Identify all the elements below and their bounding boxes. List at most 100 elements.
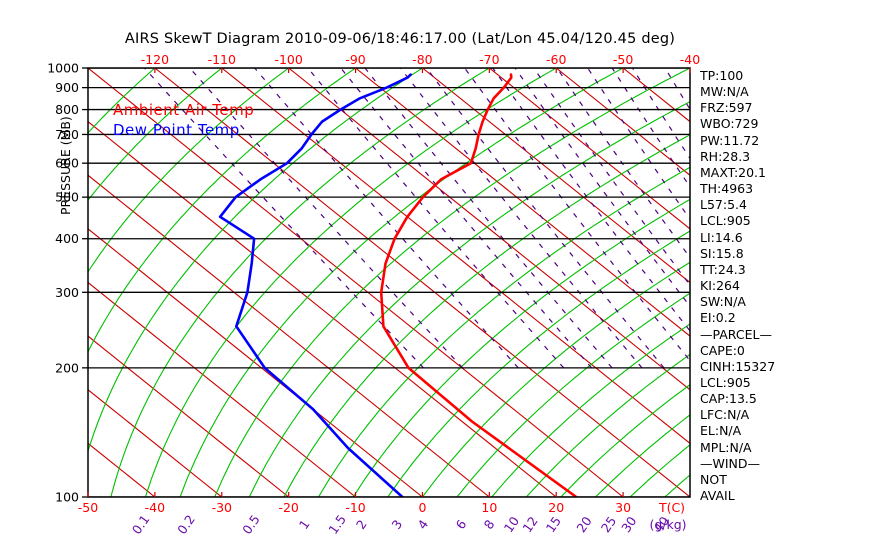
dry-adiabat-line: [88, 68, 423, 453]
stat-item: —WIND—: [700, 455, 761, 471]
dry-adiabat-line: [88, 68, 223, 202]
top-temp-tick-label: -90: [345, 52, 365, 67]
dry-adiabat-line: [88, 68, 290, 273]
x-axis-unit-label: T(C): [658, 500, 685, 515]
dry-adiabat-line: [0, 68, 21, 497]
dry-adiabat-line: [88, 68, 356, 353]
mixing-ratio-tick-label: 8: [481, 517, 498, 532]
bottom-temp-tick-label: -10: [345, 500, 365, 515]
stat-item: MAXT:20.1: [700, 164, 766, 180]
mixing-ratio-tick-label: 15: [543, 514, 564, 536]
dry-adiabat-line: [110, 68, 490, 497]
mixing-ratio-line: [464, 68, 690, 362]
mixing-ratio-tick-label: 30: [618, 514, 639, 536]
stat-item: LCL:905: [700, 213, 751, 229]
stat-item: CAP:13.5: [700, 391, 757, 407]
top-temp-tick-label: -40: [680, 52, 700, 67]
pressure-tick-label: 600: [55, 156, 79, 171]
isotherm-line: [488, 68, 690, 230]
isotherm-line: [88, 335, 290, 497]
stat-item: SI:15.8: [700, 245, 744, 261]
stat-item: WBO:729: [700, 116, 759, 132]
isotherm-line: [154, 68, 690, 497]
isotherm-line: [88, 68, 624, 497]
isotherm-line: [88, 120, 557, 497]
isotherm-line: [88, 281, 356, 497]
stat-item: LFC:N/A: [700, 407, 750, 423]
bottom-temp-tick-label: 20: [548, 500, 564, 515]
top-temp-tick-label: -80: [412, 52, 432, 67]
legend-ambient-air-temp: Ambient Air Temp: [113, 101, 255, 119]
dry-adiabat-line: [283, 134, 690, 497]
bottom-temp-tick-label: 10: [481, 500, 497, 515]
mixing-ratio-line: [426, 68, 665, 369]
mixing-ratio-tick-label: 6: [453, 517, 470, 532]
dry-adiabat-line: [456, 292, 690, 497]
bottom-temp-tick-label: -50: [78, 500, 98, 515]
mixing-ratio-tick-label: 1.5: [325, 512, 349, 537]
bottom-temp-tick-label: 0: [418, 500, 426, 515]
y-axis-label: PRESSURE (MB): [58, 116, 73, 215]
dry-adiabat-line: [248, 101, 690, 497]
mixing-ratio-line: [492, 68, 690, 332]
dry-adiabat-line: [214, 68, 690, 497]
stat-item: TT:24.3: [700, 261, 746, 277]
dry-adiabat-line: [318, 166, 690, 497]
mixing-ratio-tick-label: 1: [296, 517, 313, 532]
mixing-ratio-tick-label: 0.5: [239, 512, 263, 537]
top-temp-tick-label: -120: [141, 52, 169, 67]
isotherm-line: [88, 174, 490, 497]
mixing-ratio-line: [364, 68, 613, 369]
stat-item: MW:N/A: [700, 84, 749, 100]
top-temp-tick-label: -60: [546, 52, 566, 67]
mixing-ratio-unit-label: (g/kg): [649, 517, 686, 532]
top-temp-tick-label: -50: [613, 52, 633, 67]
isotherm-line: [288, 68, 690, 391]
stat-item: PW:11.72: [700, 132, 760, 148]
mixing-ratio-tick-label: 3: [388, 517, 405, 532]
pressure-tick-label: 900: [55, 80, 79, 95]
mixing-ratio-tick-label: 4: [414, 517, 431, 532]
pressure-tick-label: 800: [55, 102, 79, 117]
dry-adiabat-line: [421, 261, 690, 497]
chart-title: AIRS SkewT Diagram 2010-09-06/18:46:17.0…: [124, 31, 676, 47]
isotherm-line: [355, 68, 690, 337]
mixing-ratio-tick-label: 40: [651, 514, 672, 536]
dry-adiabat-line: [352, 198, 690, 497]
dry-adiabat-line: [491, 323, 690, 497]
isotherm-line: [88, 228, 423, 497]
mixing-ratio-tick-label: 12: [519, 514, 540, 536]
top-temp-tick-label: -100: [274, 52, 302, 67]
legend-dew-point-temp: Dew Point Temp: [113, 121, 240, 139]
bottom-temp-tick-label: -20: [278, 500, 298, 515]
stat-item: FRZ:597: [700, 100, 753, 116]
pressure-tick-label: 400: [55, 231, 79, 246]
plot-frame: [87, 67, 691, 498]
bottom-temp-tick-label: -30: [212, 500, 232, 515]
pressure-tick-label: 700: [55, 127, 79, 142]
top-temp-tick-label: -70: [479, 52, 499, 67]
stat-item: EI:0.2: [700, 310, 736, 326]
mixing-ratio-tick-label: 0.2: [174, 512, 198, 537]
mixing-ratio-tick-label: 0.1: [129, 512, 153, 537]
stat-item: TH:4963: [700, 181, 754, 197]
stat-item: —PARCEL—: [700, 326, 772, 342]
stat-item: KI:264: [700, 278, 740, 294]
stat-item: LI:14.6: [700, 229, 743, 245]
mixing-ratio-tick-label: 10: [501, 514, 522, 536]
isotherm-line: [422, 68, 690, 284]
isotherm-line: [88, 389, 223, 497]
mixing-ratio-line: [664, 68, 690, 111]
bottom-temp-tick-label: 30: [615, 500, 631, 515]
isotherm-line: [555, 68, 690, 176]
bottom-temp-tick-label: -40: [145, 500, 165, 515]
mixing-ratio-line: [254, 68, 519, 369]
pressure-tick-label: 500: [55, 190, 79, 205]
stat-item: CINH:15327: [700, 358, 776, 374]
pressure-tick-label: 200: [55, 360, 79, 375]
dry-adiabat-line: [387, 230, 690, 497]
isotherm-line: [0, 68, 21, 497]
stat-item: L57:5.4: [700, 197, 747, 213]
